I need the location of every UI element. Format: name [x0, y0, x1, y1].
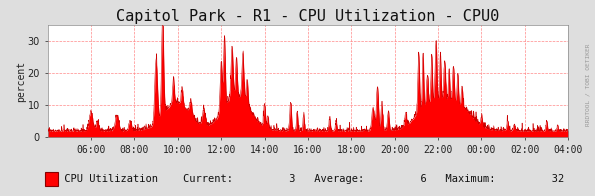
Y-axis label: percent: percent	[16, 61, 26, 102]
Text: RRDTOOL / TOBI OETIKER: RRDTOOL / TOBI OETIKER	[585, 43, 590, 125]
Title: Capitol Park - R1 - CPU Utilization - CPU0: Capitol Park - R1 - CPU Utilization - CP…	[116, 9, 500, 24]
Text: CPU Utilization    Current:         3   Average:         6   Maximum:         32: CPU Utilization Current: 3 Average: 6 Ma…	[58, 174, 565, 184]
